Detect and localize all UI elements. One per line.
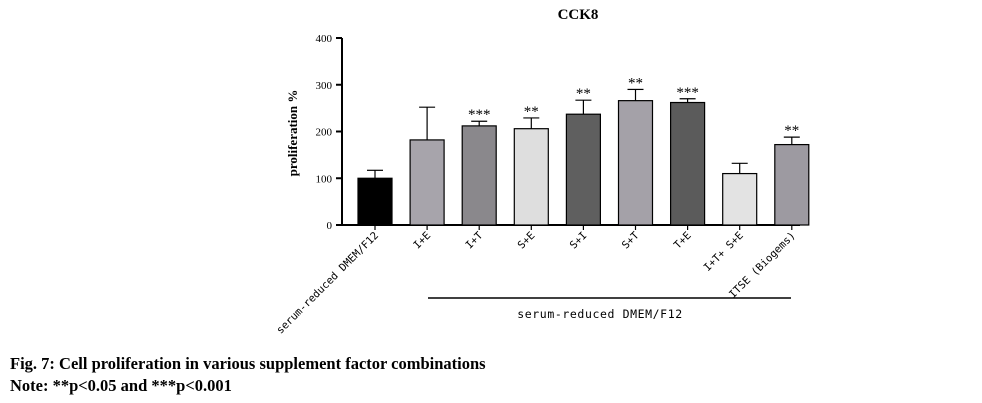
significance-label: ** <box>784 123 799 139</box>
x-tick-label: S+T <box>620 229 642 251</box>
plot-marks: 0 100 200 300 400 serum-reduced DMEM/F12 I+E **… <box>274 33 810 337</box>
x-tick-label: I+E <box>411 230 433 252</box>
x-tick-label: T+E <box>672 230 694 252</box>
bar <box>513 128 549 226</box>
bar <box>461 125 497 226</box>
significance-label: ** <box>576 86 591 102</box>
significance-label: ** <box>628 75 643 91</box>
x-tick-label: I+T+ S+E <box>702 230 746 274</box>
y-axis-label: proliferation % <box>285 90 300 177</box>
y-tick-label: 400 <box>316 33 333 45</box>
bar <box>409 139 445 226</box>
significance-label: *** <box>676 85 699 101</box>
bar <box>357 177 393 226</box>
bar <box>774 143 810 226</box>
figure-caption: Fig. 7: Cell proliferation in various su… <box>10 354 486 373</box>
figure-note: Note: **p<0.05 and ***p<0.001 <box>10 376 232 395</box>
significance-label: ** <box>524 104 539 120</box>
chart-title: CCK8 <box>558 7 599 23</box>
x-tick-label: S+E <box>516 230 538 252</box>
y-tick-label: 300 <box>316 80 333 92</box>
y-tick-label: 0 <box>327 220 333 232</box>
y-tick-label: 200 <box>316 127 333 139</box>
bar <box>669 101 706 226</box>
y-tick-label: 100 <box>316 173 333 185</box>
group-label: serum-reduced DMEM/F12 <box>517 307 683 321</box>
x-tick-label: serum-reduced DMEM/F12 <box>274 230 381 337</box>
x-tick-label: I+T <box>463 229 485 251</box>
bar <box>565 113 602 226</box>
x-tick-label: S+I <box>568 230 590 252</box>
bar <box>722 172 758 226</box>
bar <box>617 100 654 226</box>
significance-label: *** <box>468 107 491 123</box>
